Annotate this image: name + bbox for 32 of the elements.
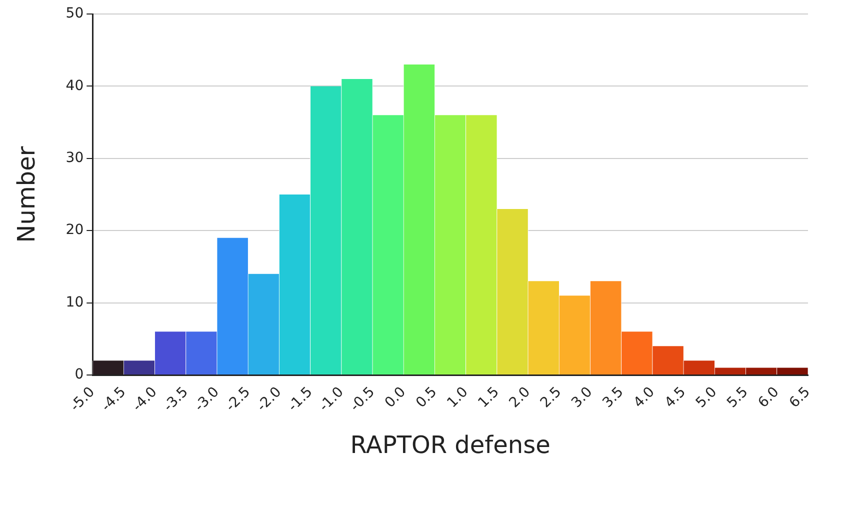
y-tick-label: 10 [66,294,84,310]
x-tick-label: 1.5 [475,384,502,412]
x-tick-label: 3.5 [600,384,627,412]
x-tick-label: 2.5 [538,384,565,412]
x-tick-label: 0.5 [413,384,440,412]
x-tick-label: 3.0 [568,384,596,412]
x-tick-label: -3.5 [160,384,192,415]
x-tick-label: -2.5 [222,384,254,415]
x-tick-label: 2.0 [506,384,534,412]
x-tick-label: 5.0 [693,384,720,412]
x-tick-label: 4.0 [630,384,658,412]
x-tick-label: 6.5 [786,384,814,412]
x-tick-label: 4.5 [662,384,689,412]
x-tick-label: 0.0 [382,384,410,412]
y-axis-title: Number [12,146,41,243]
x-tick-label: 5.5 [724,384,752,412]
y-tick-label: 20 [66,222,84,238]
y-tick-label: 0 [74,366,84,383]
y-tick-label: 50 [66,6,84,22]
x-tick-label: 6.0 [755,384,782,412]
x-tick-label: -1.5 [285,384,316,415]
y-tick-label: 30 [66,150,84,166]
x-tick-label: -3.0 [192,384,222,415]
x-tick-label: -2.0 [254,384,285,415]
y-tick-label: 40 [66,78,84,94]
x-tick-label: -4.0 [130,384,160,415]
x-tick-label: -5.0 [67,384,98,415]
x-axis-title: RAPTOR defense [350,430,550,459]
x-tick-label: -4.5 [98,384,130,415]
x-tick-label: 1.0 [444,384,472,412]
x-tick-label: -0.5 [347,384,378,415]
x-tick-label: -1.0 [316,384,347,415]
